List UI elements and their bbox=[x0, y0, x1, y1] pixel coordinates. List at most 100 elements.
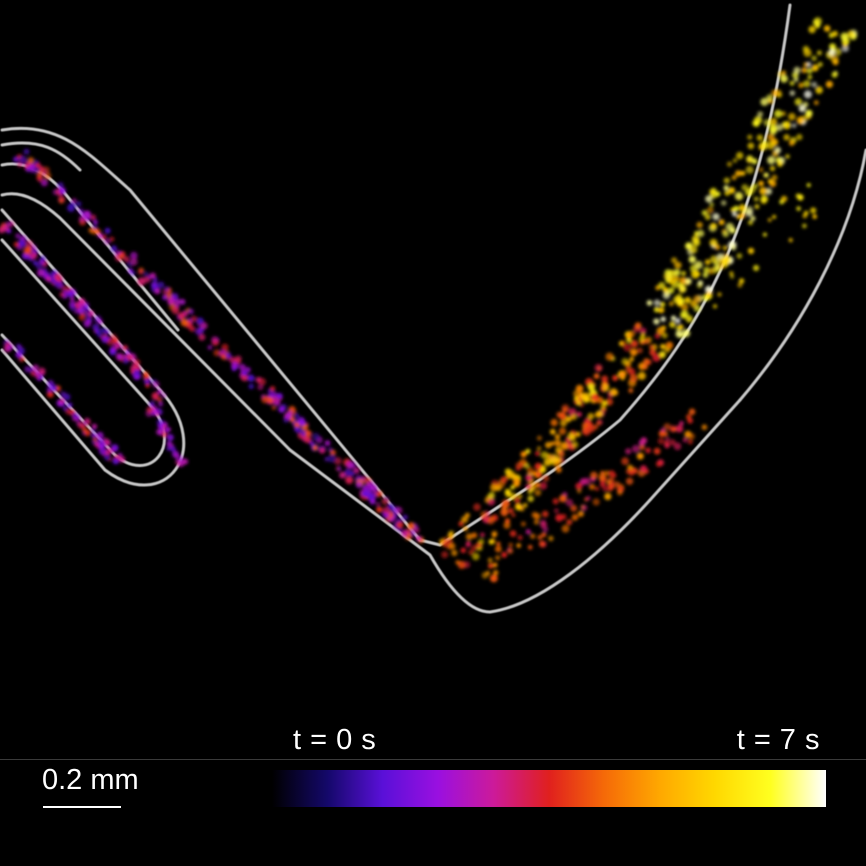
tracer-particle bbox=[763, 119, 772, 127]
tracer-particle bbox=[18, 155, 27, 164]
tracer-particle bbox=[561, 524, 570, 533]
tracer-particle bbox=[138, 269, 144, 275]
tracer-particle bbox=[828, 49, 836, 56]
tracer-particle bbox=[100, 327, 106, 334]
tracer-particle bbox=[225, 352, 232, 359]
tracer-particle bbox=[717, 292, 722, 297]
tracer-particle bbox=[762, 232, 767, 237]
tracer-particle bbox=[171, 306, 180, 315]
tracer-particle bbox=[709, 202, 714, 207]
tracer-particle bbox=[33, 260, 38, 266]
tracer-particle bbox=[567, 432, 576, 441]
tracer-particle bbox=[240, 373, 249, 382]
tracer-particle bbox=[780, 195, 788, 203]
tracer-particle bbox=[747, 134, 753, 140]
tracer-particle bbox=[448, 530, 455, 537]
tracer-particle bbox=[441, 551, 449, 559]
tracer-particle bbox=[508, 507, 514, 514]
tracer-particle bbox=[729, 274, 735, 279]
tracer-particle bbox=[771, 174, 778, 181]
tracer-particle bbox=[764, 172, 769, 178]
tracer-particle bbox=[68, 300, 77, 308]
tracer-particle bbox=[638, 335, 646, 342]
tracer-particle bbox=[485, 570, 491, 576]
tracer-particle bbox=[559, 412, 567, 421]
tracer-particle bbox=[504, 518, 511, 524]
tracer-particle bbox=[653, 306, 660, 313]
tracer-particle bbox=[157, 397, 163, 402]
tracer-particle bbox=[840, 32, 849, 41]
tracer-particle bbox=[722, 230, 730, 238]
tracer-particle bbox=[122, 358, 129, 364]
tracer-particle bbox=[723, 177, 730, 184]
tracer-particle bbox=[596, 420, 601, 426]
tracer-particle bbox=[637, 371, 646, 380]
tracer-particle bbox=[525, 474, 533, 482]
tracer-particle bbox=[33, 160, 39, 165]
tracer-particle bbox=[37, 176, 43, 183]
tracer-particle bbox=[511, 512, 516, 518]
tracer-particle bbox=[817, 61, 823, 67]
tracer-particle bbox=[813, 100, 819, 106]
tracer-particle bbox=[606, 479, 611, 485]
tracer-particle bbox=[646, 300, 653, 306]
tracer-particle bbox=[612, 375, 619, 381]
tracer-particle bbox=[75, 201, 82, 207]
tracer-particle bbox=[525, 529, 531, 535]
tracer-particle bbox=[803, 80, 811, 88]
tracer-particle bbox=[83, 304, 89, 310]
tracer-particle bbox=[645, 447, 651, 454]
tracer-particle bbox=[324, 440, 331, 446]
tracer-particle bbox=[38, 367, 46, 375]
tracer-particle bbox=[661, 325, 666, 331]
tracer-particle bbox=[771, 89, 779, 97]
tracer-particle bbox=[662, 291, 671, 300]
tracer-particle bbox=[724, 190, 730, 196]
tracer-particle bbox=[767, 156, 776, 165]
tracer-particle bbox=[767, 218, 772, 222]
tracer-particle bbox=[655, 285, 661, 291]
tracer-particle bbox=[269, 385, 276, 392]
tracer-particle bbox=[777, 161, 783, 167]
tracer-particle bbox=[525, 448, 531, 454]
tracer-particle bbox=[460, 547, 466, 553]
tracer-particle bbox=[570, 413, 578, 421]
tracer-particle bbox=[550, 418, 558, 427]
tracer-particle bbox=[825, 80, 834, 88]
tracer-particle bbox=[798, 82, 804, 89]
tracer-particle bbox=[577, 510, 585, 517]
tracer-particle bbox=[117, 354, 123, 360]
tracer-particle bbox=[555, 466, 562, 473]
tracer-particle bbox=[725, 222, 734, 231]
channel-walls bbox=[0, 3, 866, 614]
tracer-particle bbox=[697, 280, 704, 286]
tracer-particle bbox=[115, 342, 122, 349]
tracer-particle bbox=[30, 244, 37, 251]
tracer-particle bbox=[312, 445, 318, 451]
tracer-particle bbox=[803, 62, 809, 67]
tracer-particle bbox=[785, 154, 790, 159]
tracer-particle bbox=[667, 287, 675, 294]
tracer-particle bbox=[609, 388, 618, 397]
tracer-particle bbox=[508, 542, 514, 548]
tracer-particle bbox=[735, 170, 742, 177]
tracer-particle bbox=[630, 339, 638, 348]
tracer-particle bbox=[407, 522, 416, 530]
tracer-particle bbox=[760, 195, 768, 203]
tracer-particle bbox=[753, 264, 760, 272]
tracer-particle bbox=[679, 277, 687, 284]
tracer-particle bbox=[751, 158, 758, 165]
tracer-particle bbox=[155, 412, 160, 417]
tracer-particle bbox=[810, 207, 817, 214]
tracer-particle bbox=[618, 370, 627, 379]
tracer-particle bbox=[600, 404, 606, 411]
tracer-particle bbox=[548, 535, 554, 542]
tracer-particle bbox=[587, 412, 595, 420]
tracer-particle bbox=[847, 30, 855, 38]
tracer-particle bbox=[533, 519, 540, 525]
tracer-particle bbox=[806, 67, 813, 74]
tracer-particle bbox=[629, 356, 634, 362]
tracer-particle bbox=[13, 241, 19, 247]
tracer-particle bbox=[149, 401, 155, 407]
tracer-particle bbox=[621, 457, 629, 466]
